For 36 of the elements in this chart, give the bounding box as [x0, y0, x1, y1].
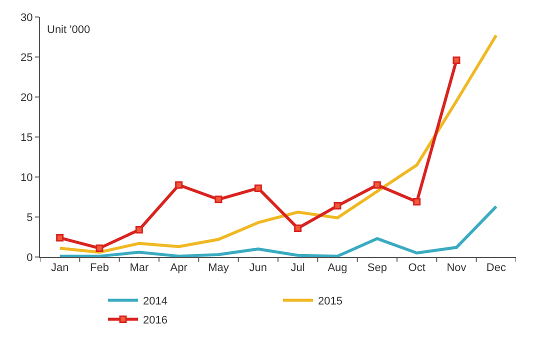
point [175, 181, 183, 189]
point [413, 198, 421, 206]
y-tick-label: 30 [20, 12, 33, 24]
x-tick-label: Sep [367, 262, 387, 274]
x-tick-label: Nov [446, 262, 467, 274]
x-tick-label: Jul [290, 262, 305, 274]
x-tick-label: Jun [249, 262, 268, 274]
y-tick-label: 0 [26, 252, 33, 264]
point [56, 234, 64, 242]
point [294, 224, 302, 232]
x-tick-label: Dec [486, 262, 506, 274]
point [254, 184, 262, 192]
point [96, 244, 104, 252]
x-tick-label: Mar [130, 262, 149, 274]
x-tick-label: Feb [90, 262, 109, 274]
point [452, 56, 460, 64]
y-tick-label: 20 [20, 92, 33, 104]
x-tick-label: May [208, 262, 230, 274]
y-tick-label: 5 [26, 212, 33, 224]
point [334, 202, 342, 210]
point [373, 181, 381, 189]
point [214, 196, 222, 204]
x-tick-label: Jan [50, 262, 69, 274]
line-series [58, 34, 498, 254]
y-tick-label: 25 [20, 52, 33, 64]
y-tick-label: 10 [20, 172, 33, 184]
legend-label: 2014 [143, 296, 168, 308]
point [135, 226, 143, 234]
x-tick-label: Oct [408, 262, 426, 274]
y-tick-label: 15 [20, 132, 33, 144]
legend-label: 2016 [143, 314, 168, 327]
annotation: Unit '000 [47, 24, 90, 36]
line-series [58, 205, 498, 257]
x-tick-label: Aug [328, 262, 348, 274]
legend-label: 2015 [318, 296, 342, 308]
x-tick-label: Apr [170, 262, 188, 274]
